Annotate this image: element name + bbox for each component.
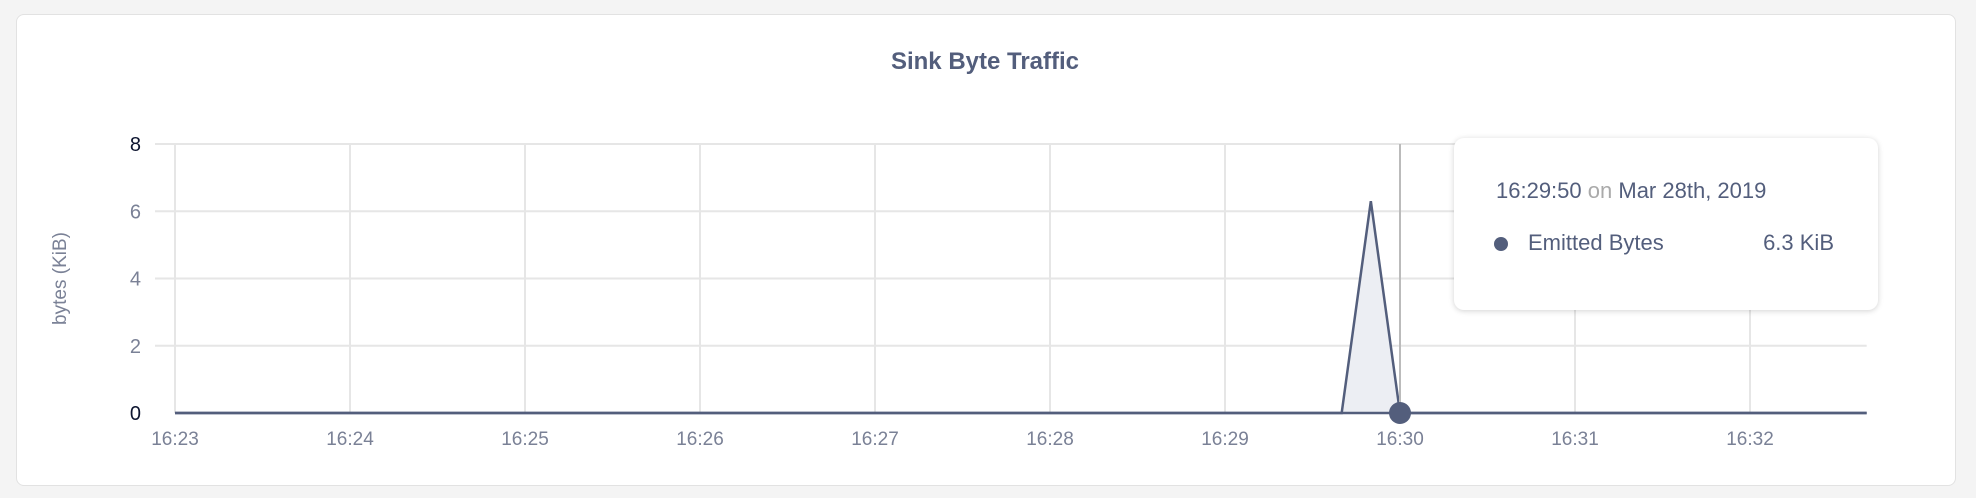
x-tick-label: 16:25 <box>501 429 549 450</box>
tooltip-on: on <box>1587 178 1613 203</box>
x-tick-label: 16:26 <box>676 429 724 450</box>
y-tick-label: 8 <box>130 134 141 156</box>
tooltip-value: 6.3 KiB <box>1763 230 1834 255</box>
y-tick-label: 0 <box>130 403 141 425</box>
x-tick-label: 16:23 <box>151 429 199 450</box>
tooltip-time: 16:29:50 <box>1496 178 1582 203</box>
tooltip-date: Mar 28th, 2019 <box>1618 178 1767 203</box>
y-tick-label: 4 <box>130 269 141 291</box>
x-tick-label: 16:29 <box>1201 429 1249 450</box>
x-tick-label: 16:30 <box>1376 429 1424 450</box>
tooltip-series-row: Emitted Bytes 6.3 KiB <box>1494 230 1834 256</box>
x-tick-label: 16:28 <box>1026 429 1074 450</box>
y-tick-label: 6 <box>130 201 141 223</box>
tooltip-timestamp: 16:29:50 on Mar 28th, 2019 <box>1496 178 1766 204</box>
hover-marker <box>1389 402 1411 424</box>
y-axis-label: bytes (KiB) <box>50 232 71 325</box>
series-dot-icon <box>1494 237 1508 252</box>
x-tick-label: 16:31 <box>1551 429 1599 450</box>
chart-title: Sink Byte Traffic <box>890 48 1080 75</box>
y-tick-label: 2 <box>130 336 141 358</box>
chart-tooltip: 16:29:50 on Mar 28th, 2019 Emitted Bytes… <box>1454 138 1878 310</box>
x-tick-label: 16:27 <box>851 429 899 450</box>
x-tick-label: 16:24 <box>326 429 374 450</box>
tooltip-series-label: Emitted Bytes <box>1528 230 1664 255</box>
x-tick-label: 16:32 <box>1726 429 1774 450</box>
